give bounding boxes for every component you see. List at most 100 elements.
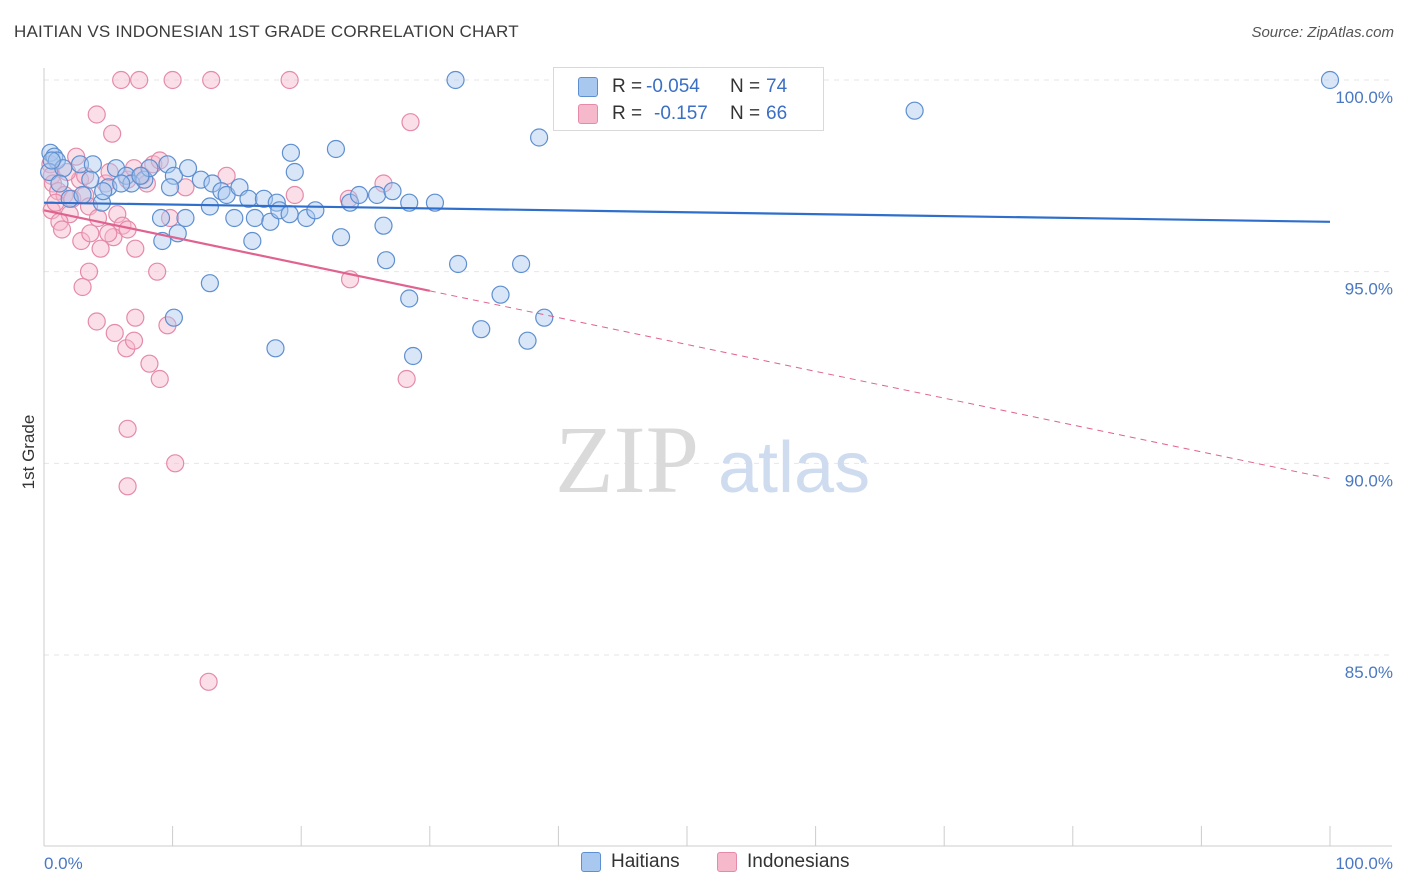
indonesian-point [126, 308, 145, 327]
series-legend-haitians[interactable]: Haitians [581, 851, 680, 873]
indonesian-point [150, 369, 169, 389]
legend-swatch-blue [581, 852, 601, 872]
legend-swatch-pink [717, 852, 737, 872]
haitian-point [326, 139, 346, 159]
haitian-point [94, 182, 113, 201]
trend-lines [43, 201, 1331, 480]
haitian-point [164, 308, 183, 327]
watermark: ZIP atlas [555, 406, 870, 513]
haitian-point [400, 289, 419, 308]
y-tick-label: 85.0% [1345, 663, 1393, 682]
haitian-point [448, 254, 468, 274]
haitian-point [200, 197, 219, 216]
indonesian-point [117, 339, 136, 358]
legend-swatch-blue [578, 77, 598, 97]
haitian-point [239, 189, 258, 208]
haitian-point [403, 346, 423, 366]
indonesian-point [202, 70, 221, 90]
indonesian-point [130, 70, 149, 90]
chart-title: HAITIAN VS INDONESIAN 1ST GRADE CORRELAT… [14, 22, 519, 41]
indonesian-point [99, 224, 118, 243]
haitian-point [374, 216, 393, 235]
haitian-point [530, 128, 549, 147]
indonesian-point [91, 239, 110, 258]
haitian-point [176, 208, 195, 228]
indonesian-point [126, 239, 145, 258]
haitian-point [306, 201, 325, 220]
haitian-point [376, 251, 396, 270]
haitian-point [280, 205, 299, 224]
indonesian-point [124, 331, 144, 350]
indonesian-point [166, 454, 185, 473]
haitian-point [905, 101, 924, 120]
haitian-point [73, 185, 92, 205]
haitian-point [518, 331, 537, 350]
indonesian-point [401, 113, 420, 132]
indonesian-point [87, 312, 106, 331]
stats-legend: R = -0.054 N = 74 R = -0.157 N = 66 [553, 67, 824, 131]
haitian-point [83, 155, 102, 174]
indonesian-point [176, 178, 195, 197]
haitian-point [281, 143, 301, 162]
indonesian-point [105, 323, 124, 343]
haitian-point [191, 170, 210, 189]
haitian-point [164, 166, 183, 185]
indonesian-point [199, 672, 218, 691]
series-legend-indonesians[interactable]: Indonesians [717, 851, 849, 873]
tick-labels: 100.0% 95.0% 90.0% 85.0% 0.0% 100.0% 1st Grade [19, 88, 1393, 873]
haitian-point [245, 208, 265, 228]
haitian-point [70, 155, 90, 174]
legend-r-label: R = [612, 76, 643, 97]
haitian-point [158, 155, 177, 174]
haitian-point [383, 182, 402, 201]
series-legend: Haitians Indonesians [0, 851, 1406, 877]
haitian-point [446, 70, 465, 90]
haitian-point [1320, 70, 1340, 90]
x-tick-label: 0.0% [44, 854, 83, 873]
haitian-point [266, 339, 285, 358]
indonesians-trend-line [43, 209, 431, 292]
indonesian-point [118, 419, 137, 438]
haitian-point [472, 320, 491, 339]
indonesian-point [81, 224, 100, 243]
axes [43, 68, 1392, 847]
legend-n-label: N = [730, 76, 761, 97]
y-tick-label: 95.0% [1345, 280, 1393, 299]
haitian-point [331, 228, 351, 247]
y-tick-label: 90.0% [1345, 471, 1393, 490]
haitian-point [535, 308, 554, 327]
indonesian-point [52, 220, 72, 239]
x-tick-label: 100.0% [1335, 854, 1393, 873]
indonesian-point [79, 262, 99, 281]
watermark-atlas: atlas [718, 428, 870, 508]
haitian-point [243, 231, 262, 251]
legend-row-haitians: R = -0.054 N = 74 [578, 74, 787, 100]
haitian-point [200, 274, 219, 293]
y-tick-label: 100.0% [1335, 88, 1393, 107]
haitian-point [225, 208, 244, 228]
haitian-point [151, 208, 171, 228]
indonesian-point [397, 369, 416, 389]
y-axis-label: 1st Grade [19, 415, 38, 490]
legend-n-label: N = [730, 103, 761, 124]
haitian-point [42, 151, 61, 170]
indonesian-point [112, 70, 131, 90]
legend-r-label: R = [612, 103, 643, 124]
indonesian-point [118, 477, 137, 496]
series-legend-label: Indonesians [747, 851, 850, 872]
indonesian-point [280, 70, 299, 90]
haitian-point [285, 162, 304, 182]
legend-n-value: 66 [766, 103, 788, 124]
watermark-zip: ZIP [555, 406, 699, 513]
haitians-trend-line [43, 201, 1331, 223]
haitian-point [160, 178, 180, 197]
haitian-point [425, 193, 445, 212]
series-legend-label: Haitians [611, 851, 680, 872]
indonesian-point [285, 185, 304, 205]
haitian-point [512, 254, 531, 274]
haitian-point [491, 285, 510, 304]
gridlines [44, 79, 1392, 656]
haitians-points [40, 70, 1340, 366]
haitian-point [112, 174, 131, 193]
